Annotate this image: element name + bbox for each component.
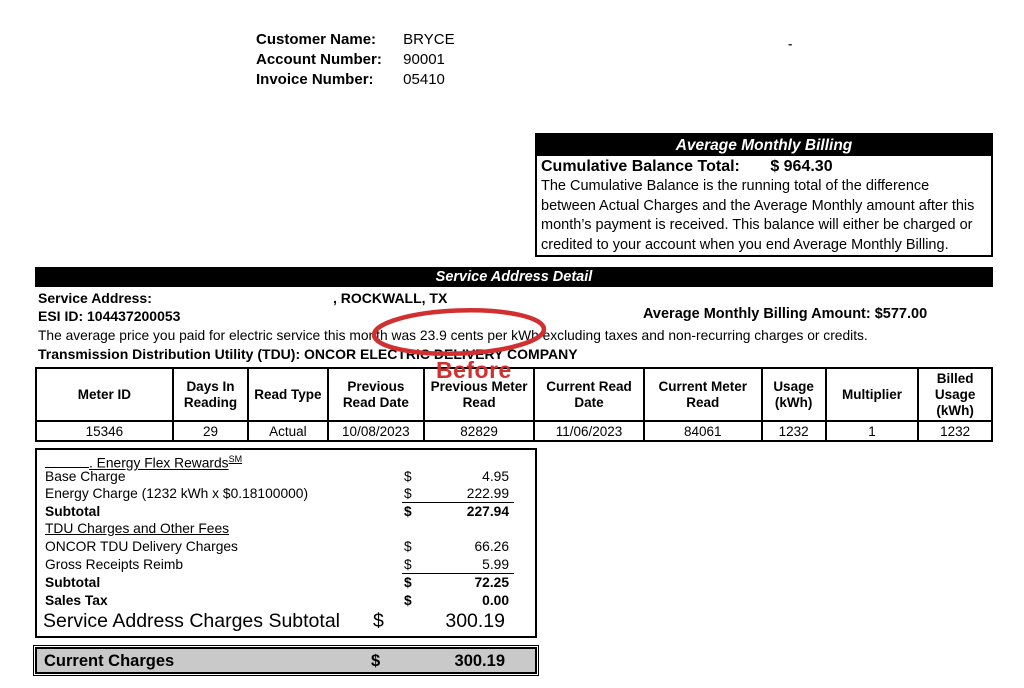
meter-table: Meter ID Days In Reading Read Type Previ… [35,367,993,442]
plan-header-row: . Energy Flex RewardsSM [37,451,535,471]
meter-table-data-row: 15346 29 Actual 10/08/2023 82829 11/06/2… [35,420,993,442]
cell-previous-meter-read: 82829 [423,420,536,442]
col-previous-meter-read: Previous Meter Read [423,367,536,422]
charge-line-subtotal-energy: Subtotal $ 227.94 [45,504,509,519]
redacted-underline [45,455,89,468]
account-number-value: 90001 [403,51,445,68]
col-current-meter-read: Current Meter Read [642,367,763,422]
cumulative-balance-description: The Cumulative Balance is the running to… [541,178,975,253]
service-address-charges-subtotal-label: Service Address Charges Subtotal [43,610,340,632]
service-address-detail-header: Service Address Detail [35,267,993,287]
current-charges-label: Current Charges [44,652,175,670]
service-address-charges-subtotal-currency: $ [373,610,384,632]
charge-line-oncor-delivery: ONCOR TDU Delivery Charges $ 66.26 [45,539,509,554]
cell-multiplier: 1 [824,420,920,442]
cell-current-read-date: 11/06/2023 [533,420,645,442]
charges-box: . Energy Flex RewardsSM Base Charge $ 4.… [35,448,537,638]
average-monthly-billing-amount: Average Monthly Billing Amount: $577.00 [643,306,928,322]
col-usage-kwh: Usage (kWh) [760,367,827,422]
col-days-in-reading: Days In Reading [171,367,250,422]
account-number-label: Account Number: [256,51,382,68]
customer-name-label: Customer Name: [256,31,377,48]
before-annotation: Before [436,357,512,383]
average-price-post: excluding taxes and non-recurring charge… [538,328,868,343]
service-address-charges-subtotal-amount: 300.19 [445,610,505,632]
charge-line-gross-receipts: Gross Receipts Reimb $ 5.99 [45,557,509,572]
charge-line-subtotal-tdu: Subtotal $ 72.25 [45,575,509,590]
col-previous-read-date: Previous Read Date [326,367,426,422]
subtotal-rule [402,573,514,574]
cell-current-meter-read: 84061 [642,420,763,442]
plan-header: . Energy Flex RewardsSM [45,451,242,472]
current-charges-currency: $ [371,652,381,670]
col-current-read-date: Current Read Date [533,367,645,422]
current-charges-box: Current Charges $ 300.19 [33,645,539,676]
esi-id: ESI ID: 104437200053 [38,308,181,324]
col-meter-id: Meter ID [35,367,174,422]
cell-read-type: Actual [247,420,329,442]
cumulative-balance-label: Cumulative Balance Total: [541,158,740,175]
cell-usage-kwh: 1232 [760,420,827,442]
invoice-number-value: 05410 [403,71,445,88]
current-charges-inner: Current Charges $ 300.19 [35,647,537,674]
average-price-circled: was 23.9 cents per kWh [391,328,539,343]
subtotal-rule [402,502,514,503]
cell-billed-usage-kwh: 1232 [917,420,993,442]
service-address-charges-subtotal-row: Service Address Charges Subtotal $ 300.1… [37,608,535,636]
average-monthly-billing-title: Average Monthly Billing [537,135,991,156]
charge-section-tdu-fees: TDU Charges and Other Fees [45,521,230,536]
service-address-label: Service Address: [38,290,152,306]
customer-name-row: Customer Name: BRYCE [256,31,455,48]
cell-previous-read-date: 10/08/2023 [326,420,426,442]
service-mark-superscript: SM [228,454,243,464]
cell-days-in-reading: 29 [171,420,250,442]
meter-table-header-row: Meter ID Days In Reading Read Type Previ… [35,367,993,422]
average-monthly-billing-box: Average Monthly Billing Cumulative Balan… [535,133,993,257]
col-multiplier: Multiplier [824,367,920,422]
average-price-pre: The average price you paid for electric … [38,328,392,343]
account-number-row: Account Number: 90001 [256,51,445,68]
service-address-value: , ROCKWALL, TX [333,290,448,306]
current-charges-amount: 300.19 [454,652,505,670]
invoice-number-label: Invoice Number: [256,71,374,88]
charge-line-sales-tax: Sales Tax $ 0.00 [45,593,509,608]
charge-line-energy-charge: Energy Charge (1232 kWh x $0.18100000) $… [45,486,509,501]
invoice-number-row: Invoice Number: 05410 [256,71,445,88]
customer-name-value: BRYCE [403,31,455,48]
cell-meter-id: 15346 [35,420,174,442]
cumulative-balance-row: Cumulative Balance Total: $ 964.30 [537,156,991,176]
charge-line-base-charge: Base Charge $ 4.95 [45,469,509,484]
stray-dash-mark: - [788,36,793,51]
col-read-type: Read Type [247,367,329,422]
cumulative-balance-value: $ 964.30 [770,158,833,175]
col-billed-usage-kwh: Billed Usage (kWh) [917,367,993,422]
average-price-sentence: The average price you paid for electric … [38,328,868,343]
